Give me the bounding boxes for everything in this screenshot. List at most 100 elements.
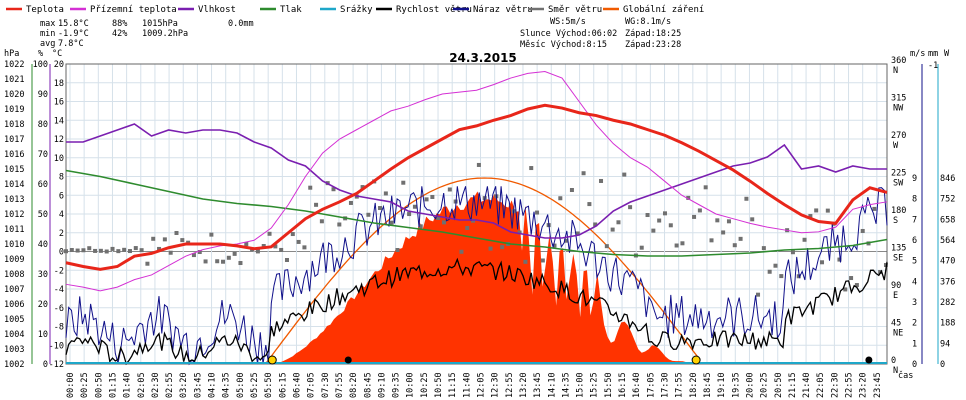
tick-x: 16:40 xyxy=(632,372,642,398)
moonrise-marker xyxy=(344,356,352,364)
tick-x: 01:15 xyxy=(108,372,118,398)
tick-x: 15:00 xyxy=(576,372,586,398)
wind-direction-point xyxy=(802,237,807,242)
tick-hpa: 1021 xyxy=(4,75,24,85)
wind-direction-point xyxy=(407,212,412,217)
moonset-marker xyxy=(865,356,873,364)
wind-direction-point xyxy=(168,250,173,255)
wind-direction-point xyxy=(75,248,80,253)
wind-direction-point xyxy=(744,196,749,201)
tick-x: 15:50 xyxy=(604,372,614,398)
wind-direction-point xyxy=(593,222,598,227)
wind-direction-point xyxy=(599,178,604,183)
tick-dir-letter: SW xyxy=(893,179,904,189)
tick-pct: 90 xyxy=(38,90,48,100)
wind-direction-point xyxy=(331,187,336,192)
axis-mm-label: mm xyxy=(928,49,938,59)
axis-pct-label: % xyxy=(38,49,43,59)
tick-hpa: 1013 xyxy=(4,195,24,205)
wind-direction-point xyxy=(174,230,179,235)
wind-direction-point xyxy=(244,241,249,246)
temperature-line xyxy=(65,103,888,271)
wind-direction-point xyxy=(209,232,214,237)
tick-x: 13:45 xyxy=(533,372,543,398)
tick-x: 02:30 xyxy=(151,372,161,398)
tick-w: 470 xyxy=(940,257,955,267)
wind-direction-point xyxy=(418,224,423,229)
tick-c: 2 xyxy=(59,229,64,239)
tick-x: 06:40 xyxy=(292,372,302,398)
info-slunce: Slunce Východ:06:02 xyxy=(520,29,617,39)
wind-direction-point xyxy=(139,248,144,253)
tick-x: 21:40 xyxy=(802,372,812,398)
wind-direction-point xyxy=(843,287,848,292)
tick-x: 23:20 xyxy=(859,372,869,398)
wind-direction-point xyxy=(395,248,400,253)
wind-direction-point xyxy=(232,251,237,256)
wind-direction-point xyxy=(622,172,627,177)
wind-direction-point xyxy=(93,248,98,253)
wind-direction-point xyxy=(808,214,813,219)
wind-direction-point xyxy=(378,206,383,211)
wind-direction-point xyxy=(569,188,574,193)
tick-x: 05:25 xyxy=(250,372,260,398)
tick-w: 752 xyxy=(940,195,955,205)
tick-x: 17:05 xyxy=(646,372,656,398)
tick-hpa: 1019 xyxy=(4,105,24,115)
tick-dir-letter: SE xyxy=(893,254,903,264)
tick-x: 08:20 xyxy=(349,372,359,398)
wind-direction-point xyxy=(401,180,406,185)
wind-direction-point xyxy=(203,259,208,264)
tick-dir: 315 xyxy=(891,94,906,104)
wind-direction-point xyxy=(750,217,755,222)
tick-dir: 225 xyxy=(891,169,906,179)
tick-ms: 6 xyxy=(912,236,917,246)
pressure-line xyxy=(65,169,888,257)
wind-direction-point xyxy=(674,243,679,248)
tick-x: 07:55 xyxy=(335,372,345,398)
wind-direction-point xyxy=(424,197,429,202)
wind-direction-point xyxy=(732,243,737,248)
tick-hpa: 1008 xyxy=(4,270,24,280)
wind-direction-point xyxy=(767,269,772,274)
tick-x: 19:35 xyxy=(731,372,741,398)
tick-x: 03:45 xyxy=(193,372,203,398)
wind-direction-point xyxy=(302,245,307,250)
wind-direction-point xyxy=(197,250,202,255)
legend-label-2: Vlhkost xyxy=(198,5,236,15)
wind-direction-point xyxy=(389,220,394,225)
tick-hpa: 1018 xyxy=(4,120,24,130)
tick-x: 20:50 xyxy=(774,372,784,398)
tick-x: 14:35 xyxy=(561,372,571,398)
wind-direction-point xyxy=(87,246,92,251)
tick-x: 04:35 xyxy=(222,372,232,398)
tick-pct: 70 xyxy=(38,150,48,160)
wind-direction-point xyxy=(180,238,185,243)
wind-direction-point xyxy=(540,258,545,263)
wind-direction-point xyxy=(860,228,865,233)
tick-w: 282 xyxy=(940,298,955,308)
wind-direction-point xyxy=(825,208,830,213)
wind-direction-point xyxy=(145,261,150,266)
tick-x: 10:00 xyxy=(406,372,416,398)
tick-x: 17:55 xyxy=(675,372,685,398)
wind-direction-point xyxy=(255,249,260,254)
tick-x: 14:10 xyxy=(547,372,557,398)
wind-direction-point xyxy=(820,260,825,265)
tick-x: 22:30 xyxy=(830,372,840,398)
wind-direction-point xyxy=(756,292,761,297)
stat-label-avg: avg xyxy=(40,39,55,49)
wind-direction-point xyxy=(98,248,103,253)
tick-hpa: 1006 xyxy=(4,300,24,310)
wind-direction-point xyxy=(476,162,481,167)
wind-direction-point xyxy=(430,194,435,199)
wind-direction-point xyxy=(628,205,633,210)
info-ws: WS:5m/s xyxy=(550,17,586,27)
wind-direction-point xyxy=(151,236,156,241)
tick-hpa: 1010 xyxy=(4,240,24,250)
tick-w: 658 xyxy=(940,215,955,225)
tick-pct: 40 xyxy=(38,240,48,250)
tick-x: 08:45 xyxy=(363,372,373,398)
wind-direction-point xyxy=(238,261,243,266)
wind-direction-point xyxy=(517,230,522,235)
